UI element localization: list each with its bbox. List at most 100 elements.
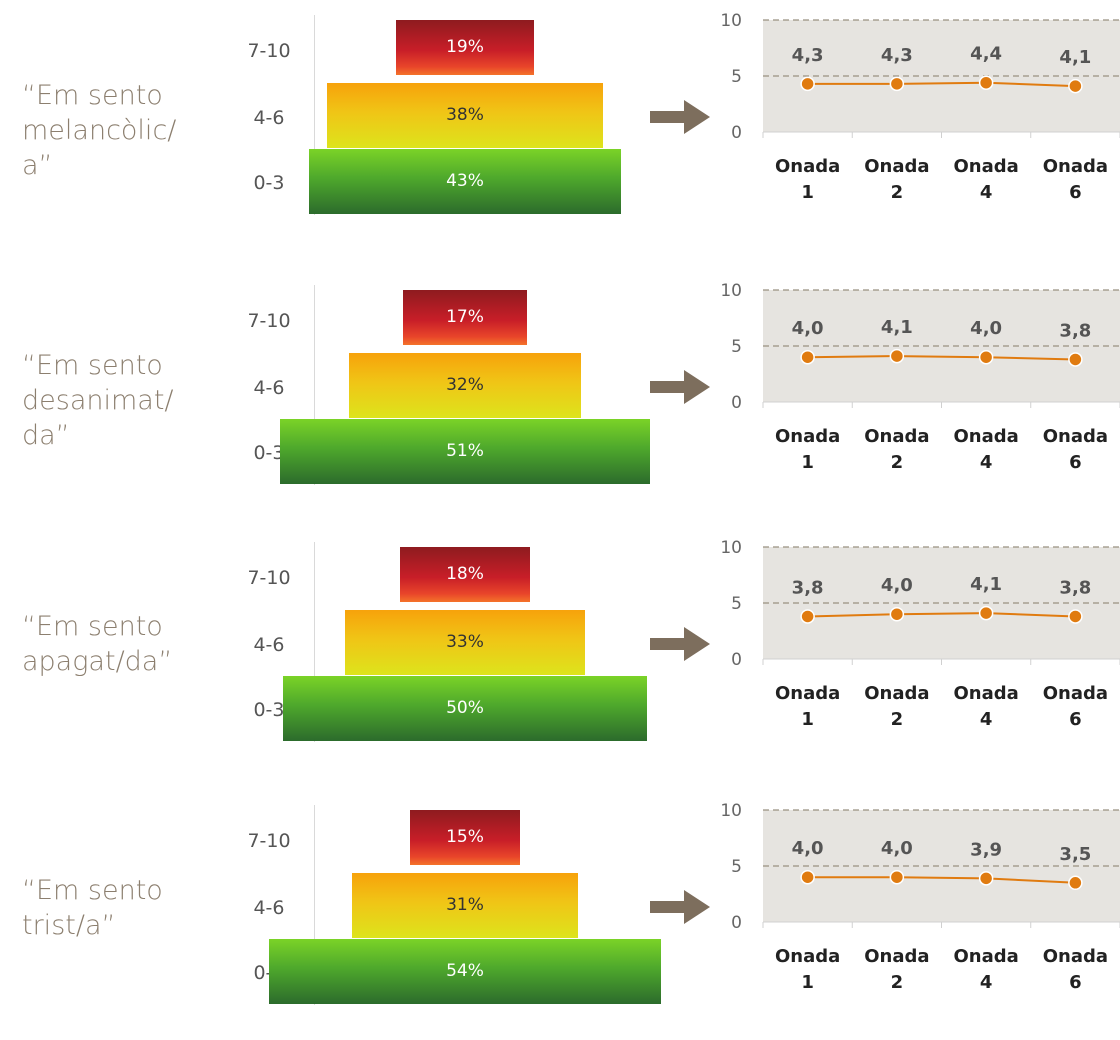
- y-tick-label: 10: [720, 801, 742, 821]
- item-label: “Em sento trist/a”: [22, 875, 163, 942]
- data-label: 4,0: [881, 575, 913, 596]
- data-label: 3,8: [792, 577, 824, 598]
- trend-line: [807, 355, 1076, 361]
- pyramid-axis-line: [314, 285, 315, 485]
- data-label: 4,1: [970, 574, 1002, 595]
- pyramid-category-label: 4-6: [253, 897, 285, 919]
- pyramid-bar-top: 15%: [410, 809, 520, 865]
- x-tick-label: Onada 4: [953, 946, 1018, 993]
- data-point: [800, 869, 815, 885]
- pyramid-bar-middle: 32%: [348, 352, 582, 418]
- trend-chart: 0 5 10 3,8 4,0 4,1 3,8 Onada 1 Onada 2 Onada 4 Onada 6: [720, 538, 1120, 730]
- pyramid-category-label: 7-10: [247, 310, 291, 332]
- x-tick-label: Onada 1: [775, 946, 840, 993]
- plot-area: [763, 547, 1120, 659]
- trend-line: [807, 612, 1076, 618]
- chart-panel-2: “Em sento desanimat/ da” 7-10 4-6 0-3 17…: [0, 270, 1120, 520]
- x-tick-label: Onada 4: [953, 426, 1018, 473]
- pyramid-category-label: 4-6: [253, 377, 285, 399]
- item-label: “Em sento melancòlic/ a”: [22, 80, 177, 182]
- pyramid-bar-top: 18%: [399, 546, 531, 602]
- y-tick-label: 5: [731, 594, 742, 614]
- x-tick-label: Onada 1: [775, 683, 840, 730]
- chart-panel-3: “Em sento apagat/da” 7-10 4-6 0-3 18% 33…: [0, 527, 1120, 777]
- pyramid-category-label: 4-6: [253, 634, 285, 656]
- data-label: 4,3: [881, 45, 913, 66]
- x-tick-label: Onada 2: [864, 426, 929, 473]
- data-label: 3,8: [1059, 320, 1091, 341]
- trend-chart: 0 5 10 4,0 4,1 4,0 3,8 Onada 1 Onada 2 Onada 4 Onada 6: [720, 281, 1120, 473]
- y-tick-label: 5: [731, 67, 742, 87]
- pyramid-bar-middle: 38%: [326, 82, 604, 148]
- pyramid-category-label: 0-3: [253, 172, 285, 194]
- data-label: 3,8: [1059, 577, 1091, 598]
- y-tick-label: 10: [720, 11, 742, 31]
- x-tick-label: Onada 1: [775, 426, 840, 473]
- right-arrow-icon: [650, 100, 710, 134]
- x-tick-label: Onada 6: [1043, 946, 1108, 993]
- trend-line: [807, 876, 1076, 884]
- data-point: [1068, 875, 1083, 891]
- trend-chart: 0 5 10 4,3 4,3 4,4 4,1 Onada 1 Onada 2 Onada 4 Onada 6: [720, 11, 1120, 203]
- pyramid-bar-bottom: 43%: [308, 148, 622, 214]
- data-point: [889, 606, 905, 622]
- pyramid-category-label: 0-3: [253, 442, 285, 464]
- pyramid-bar-top: 17%: [403, 289, 527, 345]
- data-point: [978, 871, 994, 886]
- x-tick-label: Onada 4: [953, 683, 1018, 730]
- chart-panel-1: “Em sento melancòlic/ a” 7-10 4-6 0-3 19…: [0, 0, 1120, 250]
- y-tick-label: 5: [731, 337, 742, 357]
- pyramid-bar-bottom: 50%: [283, 675, 647, 741]
- right-arrow-icon: [650, 370, 710, 404]
- data-label: 4,0: [881, 838, 913, 859]
- pyramid-category-label: 0-3: [253, 699, 285, 721]
- y-tick-label: 0: [731, 123, 742, 143]
- x-tick-label: Onada 6: [1043, 683, 1108, 730]
- plot-area: [763, 810, 1120, 922]
- data-label: 4,0: [970, 318, 1002, 339]
- pyramid-axis-line: [314, 15, 315, 215]
- pyramid-bar-top: 19%: [395, 19, 535, 75]
- plot-area: [763, 290, 1120, 402]
- data-point: [800, 609, 815, 624]
- data-label: 4,0: [792, 838, 824, 859]
- pyramid-bar-bottom: 54%: [268, 938, 662, 1004]
- data-point: [889, 76, 905, 92]
- pyramid-bar-middle: 33%: [345, 609, 585, 675]
- pyramid-axis-line: [314, 805, 315, 1005]
- data-label: 4,1: [881, 317, 913, 338]
- data-point: [978, 75, 994, 90]
- x-tick-label: Onada 2: [864, 946, 929, 993]
- data-label: 3,5: [1059, 844, 1091, 865]
- x-tick-label: Onada 1: [775, 156, 840, 203]
- data-point: [1068, 78, 1083, 94]
- data-label: 3,9: [970, 839, 1002, 860]
- data-label: 4,1: [1059, 47, 1091, 68]
- data-point: [800, 76, 815, 92]
- data-label: 4,4: [970, 44, 1002, 65]
- y-tick-label: 0: [731, 393, 742, 413]
- data-point: [1068, 352, 1083, 367]
- pyramid-bar-middle: 31%: [352, 872, 578, 938]
- data-point: [1068, 609, 1083, 624]
- x-tick-label: Onada 2: [864, 156, 929, 203]
- x-tick-label: Onada 6: [1043, 156, 1108, 203]
- plot-area: [763, 20, 1120, 132]
- trend-line: [807, 81, 1076, 88]
- x-tick-label: Onada 4: [953, 156, 1018, 203]
- data-label: 4,0: [792, 318, 824, 339]
- pyramid-category-label: 7-10: [247, 830, 291, 852]
- x-tick-label: Onada 6: [1043, 426, 1108, 473]
- pyramid-bar-bottom: 51%: [279, 418, 651, 484]
- data-point: [978, 349, 994, 365]
- item-label: “Em sento desanimat/ da”: [22, 350, 174, 452]
- data-point: [889, 348, 905, 364]
- y-tick-label: 0: [731, 650, 742, 670]
- pyramid-category-label: 7-10: [247, 567, 291, 589]
- data-point: [889, 869, 905, 885]
- pyramid-axis-line: [314, 542, 315, 742]
- pyramid-category-label: 4-6: [253, 107, 285, 129]
- pyramid-category-label: 7-10: [247, 40, 291, 62]
- y-tick-label: 10: [720, 281, 742, 301]
- chart-panel-4: “Em sento trist/a” 7-10 4-6 0-3 15% 31% …: [0, 790, 1120, 1040]
